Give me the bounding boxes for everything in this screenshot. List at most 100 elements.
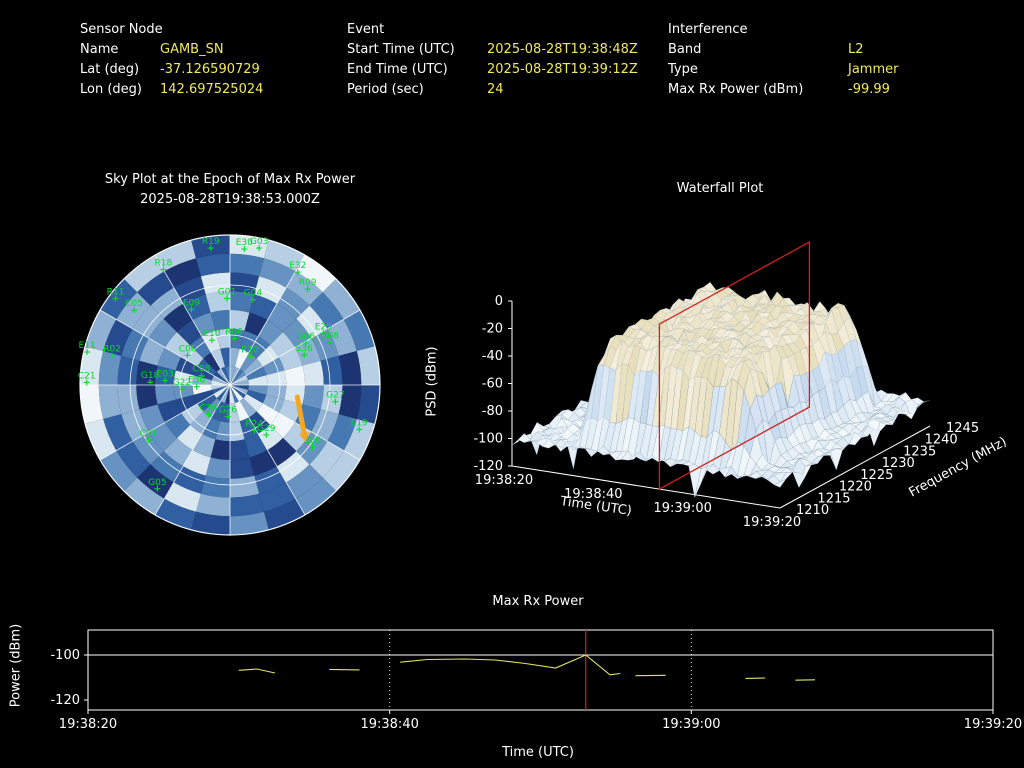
satellite-label: G26: [219, 406, 238, 416]
satellite-label: G04: [244, 289, 263, 299]
satellite-label: C08: [193, 365, 211, 375]
satellite-label: C05: [125, 299, 143, 309]
psd-tick-label: -20: [482, 322, 503, 337]
azimuth-spoke: [154, 384, 231, 516]
sky-sector: [192, 385, 212, 395]
satellite-marker: G06: [297, 332, 315, 346]
sky-sector: [286, 464, 323, 499]
interference-panel: Interference Band L2 Type Jammer Max Rx Po…: [668, 20, 898, 100]
satellite-marker: G04: [244, 289, 263, 303]
sky-sector: [296, 305, 328, 339]
sky-sector: [196, 493, 230, 517]
sky-sector: [230, 347, 240, 367]
sky-sector: [284, 365, 305, 385]
sky-sector: [150, 451, 184, 483]
sky-sector: [150, 287, 184, 319]
sky-sector: [173, 385, 194, 400]
sky-sector: [205, 291, 230, 313]
sky-sector: [244, 433, 268, 458]
time-tick-label: 19:39:20: [743, 515, 801, 530]
sensor-lat-label: Lat (deg): [80, 62, 140, 77]
sky-sector: [327, 414, 357, 451]
sky-sector: [85, 419, 117, 460]
waterfall-plot-title: Waterfall Plot: [676, 181, 764, 196]
sky-sector: [246, 366, 267, 381]
azimuth-spoke: [99, 384, 231, 461]
interference-type-value: Jammer: [848, 62, 899, 77]
sky-sector: [309, 292, 344, 329]
sky-sector: [256, 345, 279, 367]
sky-sector: [190, 336, 212, 359]
sky-sector: [244, 312, 268, 337]
satellite-marker: G08: [321, 332, 339, 346]
sky-sector: [286, 271, 323, 306]
sky-sector: [193, 366, 214, 381]
sky-sector: [201, 330, 221, 353]
sky-sector: [79, 346, 104, 385]
sky-sector: [100, 450, 138, 492]
freq-tick-label: 1245: [946, 421, 979, 436]
satellite-marker: E03: [157, 369, 174, 384]
sky-sector: [116, 441, 151, 478]
sky-sector: [267, 303, 297, 332]
sky-sector: [211, 385, 230, 390]
sky-sector: [164, 258, 201, 288]
sky-sector: [155, 240, 196, 272]
sky-sector: [295, 338, 321, 366]
time-tick-label: 19:39:00: [653, 501, 711, 516]
satellite-marker: E36: [188, 376, 206, 390]
satellite-label: R19: [202, 237, 220, 247]
sky-sector: [311, 409, 339, 442]
sky-sector: [173, 276, 206, 304]
sensor-lat-value: -37.126590729: [160, 62, 260, 77]
power-x-axis-label: Time (UTC): [502, 745, 574, 760]
sky-sector: [132, 305, 164, 339]
satellite-marker: G22: [173, 378, 191, 393]
sky-sector: [98, 351, 122, 385]
sky-sector: [211, 380, 230, 385]
sky-sector: [246, 389, 267, 404]
sky-sector: [230, 371, 247, 385]
power-series-line: [329, 668, 360, 671]
epoch-plane-marker: [658, 241, 811, 491]
sky-sector: [262, 394, 285, 414]
sky-sector: [356, 385, 380, 424]
event-start-label: Start Time (UTC): [347, 42, 455, 57]
interference-power-row: Max Rx Power (dBm) -99.99: [668, 80, 898, 100]
freq-tick-label: 1230: [882, 456, 915, 471]
satellite-label: E19: [351, 418, 368, 428]
interference-band-value: L2: [848, 42, 864, 57]
sky-sector: [296, 431, 328, 465]
sky-sector: [267, 438, 297, 467]
interference-power-label: Max Rx Power (dBm): [668, 82, 804, 97]
sky-sector: [343, 310, 375, 351]
sky-sector: [230, 366, 235, 385]
sensor-node-panel: Sensor Node Name GAMB_SN Lat (deg) -37.126…: [80, 20, 263, 100]
power-plot-title: Max Rx Power: [492, 594, 584, 609]
sky-sector: [248, 385, 268, 395]
sky-sector: [259, 482, 296, 512]
sky-sector: [239, 398, 257, 418]
satellite-marker: G29: [257, 424, 276, 438]
sky-sector: [230, 235, 269, 259]
event-panel: Event Start Time (UTC) 2025-08-28T19:38:4…: [347, 20, 638, 100]
sky-sector: [276, 287, 310, 319]
satellite-label: R24: [245, 420, 263, 430]
sky-sector: [248, 411, 270, 434]
sky-sector: [309, 441, 344, 478]
sky-sector: [196, 253, 230, 277]
sky-sector: [148, 422, 177, 452]
sky-sector: [259, 258, 296, 288]
satellite-label: C01: [140, 429, 158, 439]
time-axis: [511, 465, 781, 509]
sky-sector: [239, 417, 259, 440]
y-tick-label: -100: [50, 648, 80, 663]
sky-sector: [338, 385, 362, 419]
sky-sector: [234, 401, 249, 422]
x-tick-label: 19:38:40: [360, 717, 418, 732]
satellite-label: C21: [78, 371, 96, 381]
sky-sector: [103, 414, 133, 451]
sensor-lon-value: 142.697525024: [160, 82, 264, 97]
freq-tick-label: 1240: [925, 433, 958, 448]
sky-sector: [175, 356, 198, 376]
